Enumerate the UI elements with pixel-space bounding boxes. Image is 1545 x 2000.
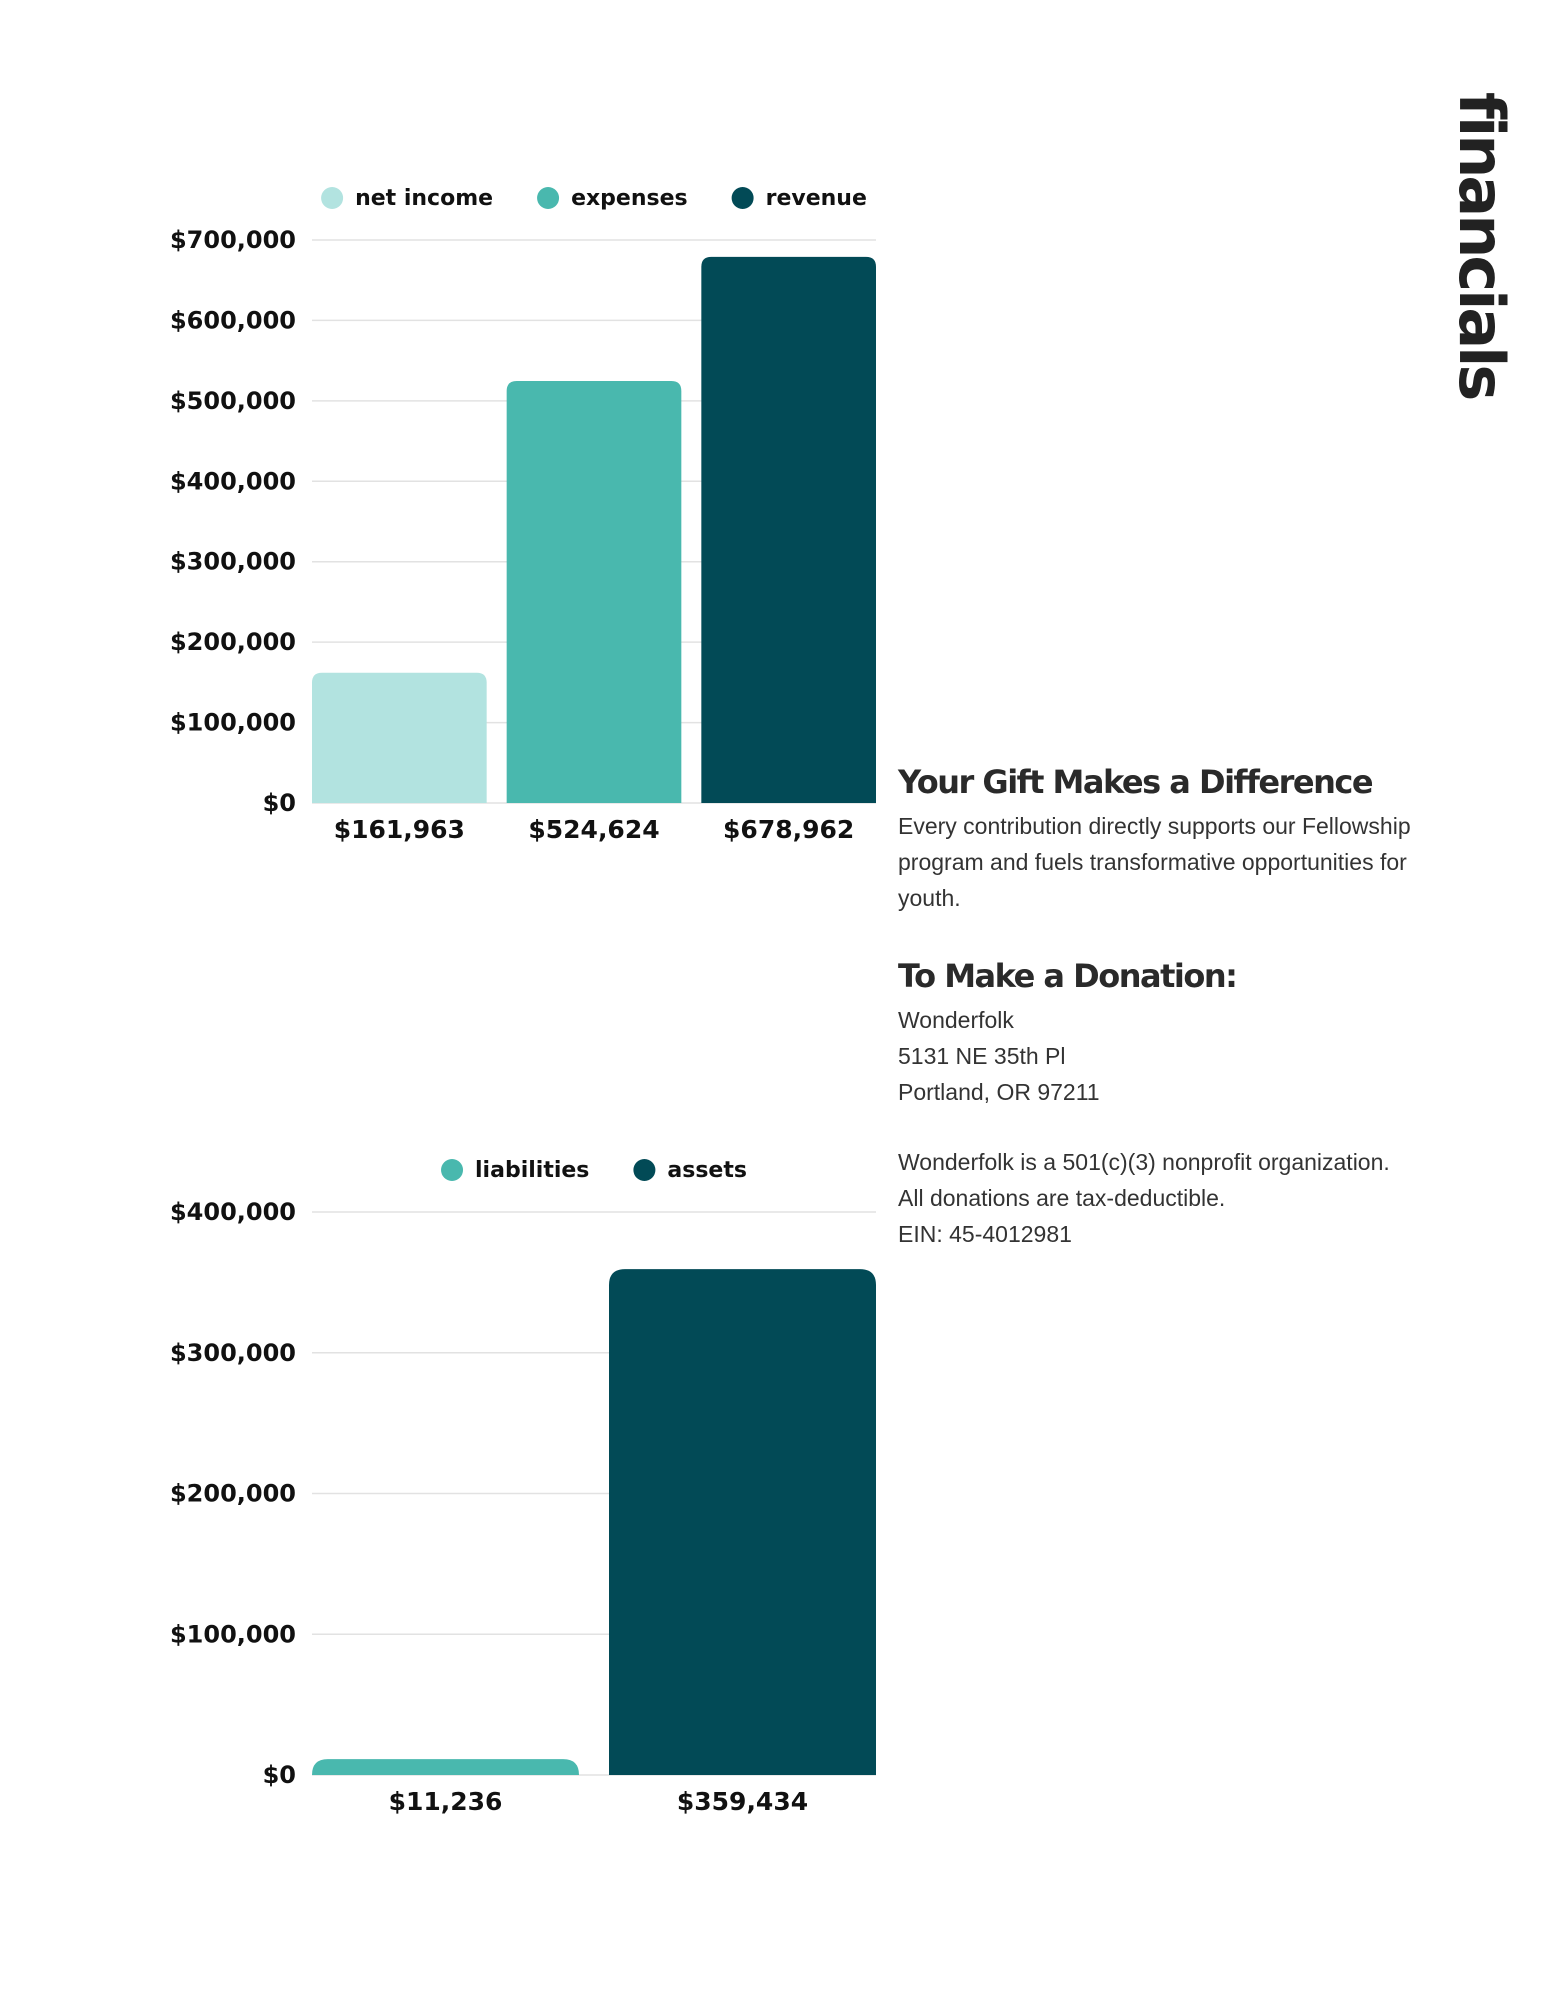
page-title: financials	[1445, 92, 1518, 399]
y-tick-label: $400,000	[170, 1198, 296, 1226]
bar-net-income	[312, 672, 487, 803]
y-tick-label: $500,000	[170, 387, 296, 415]
legend-label-net-income: net income	[355, 186, 493, 211]
bar-assets	[609, 1269, 876, 1775]
ein-number: EIN: 45-4012981	[898, 1221, 1072, 1247]
assets-liabilities-chart: $0 $100,000 $200,000 $300,000 $400,000 $11,23…	[170, 1158, 876, 1816]
y-tick-label: $0	[263, 1761, 296, 1789]
donation-heading: To Make a Donation:	[898, 957, 1238, 995]
income-expenses-chart: $0 $100,000 $200,000 $300,000 $400,000 $500,0…	[170, 186, 876, 844]
tax-deductible-note: All donations are tax-deductible.	[898, 1185, 1226, 1211]
nonprofit-section: Wonderfolk is a 501(c)(3) nonprofit orga…	[898, 1144, 1458, 1252]
donation-org: Wonderfolk	[898, 1007, 1014, 1033]
legend-swatch-assets	[633, 1159, 656, 1181]
gift-heading: Your Gift Makes a Difference	[898, 763, 1374, 801]
donation-city: Portland, OR 97211	[898, 1079, 1100, 1105]
y-tick-label: $100,000	[170, 709, 296, 737]
legend-label-assets: assets	[667, 1158, 747, 1183]
gift-section: Your Gift Makes a Difference Every contr…	[898, 762, 1458, 916]
value-label-assets: $359,434	[677, 1787, 808, 1816]
donation-section: To Make a Donation: Wonderfolk 5131 NE 3…	[898, 956, 1458, 1110]
bar-expenses	[506, 381, 682, 803]
donation-street: 5131 NE 35th Pl	[898, 1043, 1066, 1069]
legend-swatch-net-income	[321, 187, 344, 209]
bar-liabilities	[312, 1759, 579, 1775]
legend-label-liabilities: liabilities	[475, 1158, 589, 1183]
donation-address: Wonderfolk 5131 NE 35th Pl Portland, OR …	[898, 1002, 1458, 1110]
y-tick-label: $200,000	[170, 628, 296, 656]
y-tick-label: $100,000	[170, 1620, 296, 1648]
value-label-expenses: $524,624	[528, 815, 659, 844]
legend-swatch-expenses	[537, 187, 560, 209]
y-tick-label: $300,000	[170, 1339, 296, 1367]
y-tick-label: $0	[263, 789, 296, 817]
y-tick-label: $700,000	[170, 226, 296, 254]
legend-swatch-revenue	[731, 187, 754, 209]
nonprofit-info: Wonderfolk is a 501(c)(3) nonprofit orga…	[898, 1144, 1458, 1252]
legend-swatch-liabilities	[441, 1159, 464, 1181]
value-label-net-income: $161,963	[334, 815, 465, 844]
gift-text: Every contribution directly supports our…	[898, 813, 1411, 911]
y-tick-label: $200,000	[170, 1480, 296, 1508]
y-tick-label: $600,000	[170, 306, 296, 334]
bar-revenue	[701, 256, 876, 804]
legend-label-revenue: revenue	[766, 186, 867, 211]
legend-label-expenses: expenses	[571, 186, 688, 211]
y-tick-label: $400,000	[170, 467, 296, 495]
y-tick-label: $300,000	[170, 548, 296, 576]
nonprofit-status: Wonderfolk is a 501(c)(3) nonprofit orga…	[898, 1149, 1390, 1175]
value-label-liabilities: $11,236	[389, 1787, 503, 1816]
value-label-revenue: $678,962	[723, 815, 854, 844]
